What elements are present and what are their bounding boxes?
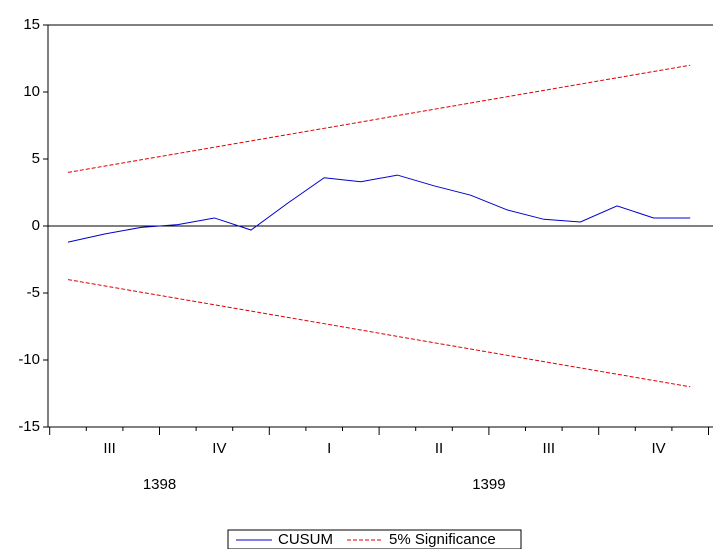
y-tick-label: 10: [23, 83, 40, 100]
legend-label: 5% Significance: [389, 531, 496, 548]
y-tick-label: -10: [18, 351, 40, 368]
series-line: [67, 279, 691, 388]
series-line: [67, 64, 691, 173]
y-tick-label: 0: [32, 217, 40, 234]
quarter-label: IV: [212, 440, 226, 457]
year-label: 1398: [143, 476, 176, 493]
y-tick-label: 15: [23, 16, 40, 33]
quarter-label: III: [543, 440, 556, 457]
y-tick-label: -15: [18, 418, 40, 435]
legend-label: CUSUM: [278, 531, 333, 548]
legend: CUSUM 5% Significance: [227, 529, 522, 549]
year-label: 1399: [472, 476, 505, 493]
y-tick-label: -5: [27, 284, 40, 301]
quarter-label: III: [103, 440, 116, 457]
quarter-label: II: [435, 440, 443, 457]
y-tick-label: 5: [32, 150, 40, 167]
quarter-label: I: [327, 440, 331, 457]
quarter-label: IV: [652, 440, 666, 457]
series-line: [67, 174, 691, 243]
